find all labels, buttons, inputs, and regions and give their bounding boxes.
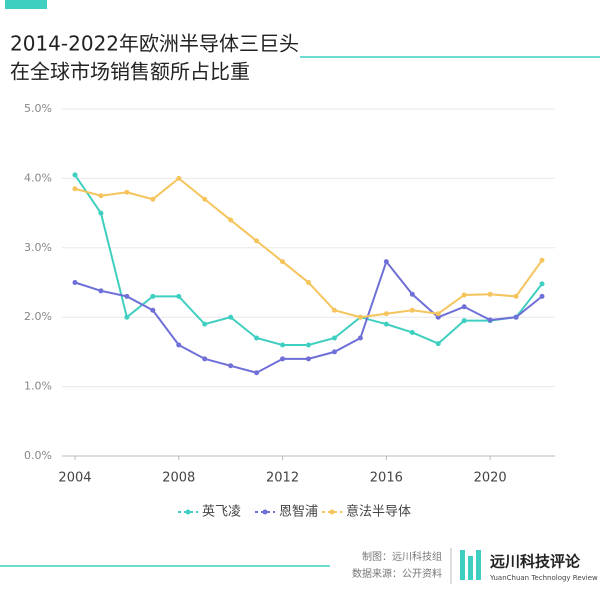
legend-label: 恩智浦 [279, 505, 318, 520]
data-point [150, 293, 156, 299]
chart-title: 在全球市场销售额所占比重 [10, 60, 250, 84]
data-point [539, 281, 545, 287]
y-tick-label: 0.0% [24, 449, 52, 462]
data-point [98, 210, 104, 216]
data-point [72, 280, 78, 285]
footer-brand: 远川科技评论 [490, 553, 581, 571]
data-point [435, 314, 441, 320]
decor-bar [5, 0, 47, 9]
data-point [228, 217, 234, 223]
y-tick-label: 3.0% [24, 241, 52, 254]
data-point [150, 307, 156, 313]
data-point [254, 238, 260, 244]
data-point [306, 356, 311, 362]
y-tick-label: 2.0% [24, 310, 52, 323]
data-point [513, 293, 519, 299]
data-point [124, 293, 130, 299]
data-point [461, 318, 467, 324]
y-tick-label: 4.0% [24, 171, 52, 184]
data-point [98, 288, 104, 294]
data-point [124, 314, 130, 320]
data-point [513, 314, 519, 320]
data-point [202, 356, 208, 362]
data-point [72, 186, 78, 192]
x-tick-label: 2012 [266, 471, 299, 486]
data-point [487, 317, 493, 323]
data-point [383, 311, 389, 317]
legend-swatch [185, 509, 191, 515]
data-point [306, 280, 311, 285]
legend-label: 英飞凌 [202, 505, 241, 520]
series-line [74, 174, 543, 346]
data-point [254, 335, 260, 341]
footer-source: 数据来源：公开资料 [352, 567, 442, 580]
data-point [176, 342, 182, 348]
data-point [176, 175, 182, 181]
data-point [228, 314, 234, 320]
logo [476, 550, 481, 580]
data-point [357, 314, 363, 320]
legend-swatch [262, 509, 268, 515]
data-point [280, 356, 286, 362]
data-point [150, 196, 156, 202]
legend-swatch [329, 509, 335, 515]
data-point [409, 291, 415, 297]
data-point [409, 307, 415, 313]
data-point [331, 335, 337, 341]
footer-credit: 制图：远川科技组 [362, 550, 442, 563]
data-point [72, 172, 78, 178]
data-point [461, 292, 467, 298]
data-point [280, 342, 286, 348]
data-point [383, 321, 389, 327]
x-tick-label: 2016 [370, 471, 403, 486]
footer-brand-en: YuanChuan Technology Review [489, 574, 598, 582]
data-point [539, 257, 545, 263]
legend-label: 意法半导体 [346, 504, 411, 520]
x-tick-label: 2008 [162, 471, 195, 486]
data-point [487, 291, 493, 297]
data-point [124, 189, 130, 195]
data-point [357, 335, 363, 341]
data-point [435, 341, 441, 347]
data-point [98, 193, 104, 199]
data-point [435, 311, 441, 317]
logo [460, 550, 465, 580]
y-tick-label: 5.0% [24, 102, 52, 115]
data-point [331, 349, 337, 355]
data-point [306, 342, 311, 348]
data-point [202, 196, 208, 202]
data-point [280, 259, 286, 265]
data-point [176, 293, 182, 299]
data-point [409, 329, 415, 335]
data-point [254, 370, 260, 376]
y-tick-label: 1.0% [24, 380, 52, 393]
x-tick-label: 2004 [58, 471, 91, 486]
data-point [383, 259, 389, 265]
data-point [539, 293, 545, 299]
data-point [202, 321, 208, 327]
data-point [461, 304, 467, 310]
chart-title: 2014-2022年欧洲半导体三巨头 [10, 32, 299, 56]
data-point [331, 307, 337, 313]
logo [468, 556, 473, 580]
data-point [228, 363, 234, 369]
x-tick-label: 2020 [474, 471, 507, 486]
